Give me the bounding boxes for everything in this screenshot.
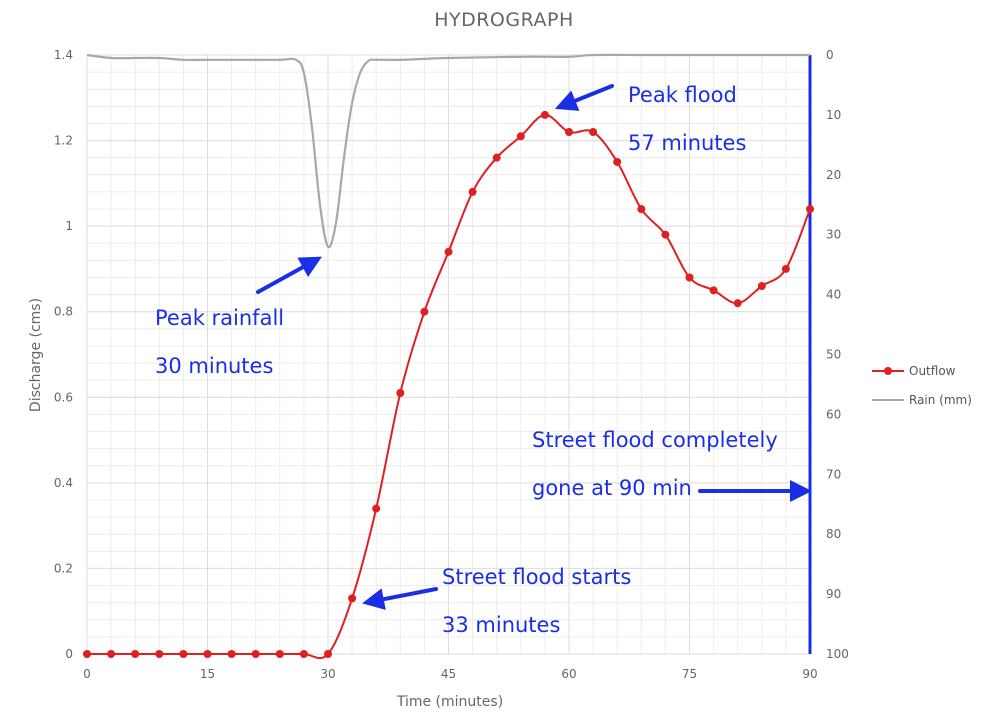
annotation-text: gone at 90 min [532, 476, 692, 500]
y2-tick-label: 40 [826, 288, 841, 302]
annotation-text: Street flood completely [532, 428, 778, 452]
outflow-point [251, 650, 260, 658]
y2-tick-label: 100 [826, 647, 849, 661]
outflow-point [516, 132, 525, 141]
y2-tick-label: 10 [826, 108, 841, 122]
y-tick-label: 1.2 [54, 134, 73, 148]
y2-tick-label: 90 [826, 587, 841, 601]
y2-tick-label: 0 [826, 48, 834, 62]
outflow-point [444, 247, 453, 256]
outflow-point [203, 650, 212, 658]
y-axis-title: Discharge (cms) [28, 298, 44, 412]
y-tick-label: 0.8 [54, 305, 73, 319]
outflow-point [468, 187, 477, 196]
outflow-point [806, 205, 814, 214]
outflow-point [299, 650, 308, 658]
peak-rainfall-arrow-head [297, 256, 322, 277]
y2-tick-label: 30 [826, 228, 841, 242]
x-tick-label: 45 [441, 667, 456, 681]
outflow-point [107, 650, 116, 658]
annotation-text: 30 minutes [155, 354, 273, 378]
y-tick-label: 1.4 [54, 48, 73, 62]
outflow-point [227, 650, 236, 658]
outflow-point [637, 205, 646, 214]
annotation-text: Peak rainfall [155, 306, 284, 330]
flood-gone-arrow-head [790, 480, 812, 502]
outflow-point [613, 157, 622, 166]
x-tick-label: 15 [200, 667, 215, 681]
outflow-point [565, 128, 573, 137]
outflow-point [540, 110, 549, 119]
outflow-point [492, 153, 501, 162]
outflow-point [83, 650, 91, 658]
y-tick-label: 0.4 [54, 476, 73, 490]
x-axis-title: Time (minutes) [396, 694, 503, 710]
outflow-point [324, 650, 332, 658]
outflow-point [179, 650, 188, 658]
peak-rainfall-arrow-shaft [256, 265, 305, 294]
gridlines [86, 54, 811, 655]
outflow-point [396, 389, 405, 398]
legend-label-rain-mm: Rain (mm) [909, 393, 972, 407]
outflow-point [757, 282, 766, 291]
outflow-point [661, 230, 670, 239]
x-tick-label: 90 [802, 667, 817, 681]
y-tick-label: 0 [65, 647, 73, 661]
x-tick-label: 30 [320, 667, 335, 681]
y2-tick-label: 70 [826, 467, 841, 481]
annotation-text: 57 minutes [628, 131, 746, 155]
outflow-point [372, 504, 381, 513]
annotations: Peak flood 57 minutes Peak rainfall 30 minu… [155, 83, 812, 637]
outflow-point [709, 286, 718, 295]
rain-mm-line [86, 53, 810, 249]
y-tick-label: 0.6 [54, 390, 73, 404]
legend-marker-outflow [884, 367, 892, 375]
x-tick-label: 60 [561, 667, 576, 681]
axes: 0 15 30 45 60 75 90 0 0.2 0.4 0.6 0.8 1 1.2 1.4 0 10 20 30… [54, 48, 849, 681]
outflow-point [131, 650, 140, 658]
y2-tick-label: 60 [826, 407, 841, 421]
y-tick-label: 0.2 [54, 561, 73, 575]
flood-starts-arrow-head [362, 588, 386, 610]
y2-tick-label: 20 [826, 168, 841, 182]
outflow-point [733, 299, 742, 308]
outflow-point [781, 264, 790, 273]
y2-tick-label: 50 [826, 348, 841, 362]
outflow-point [348, 594, 357, 603]
outflow-point [275, 650, 284, 658]
outflow-point [685, 273, 694, 282]
outflow-point [155, 650, 164, 658]
annotation-text: Peak flood [628, 83, 737, 107]
y-tick-label: 1 [65, 219, 73, 233]
x-tick-label: 0 [83, 667, 91, 681]
peak-flood-arrow-shaft [573, 84, 614, 103]
x-tick-label: 75 [682, 667, 697, 681]
legend-label-outflow: Outflow [909, 364, 956, 378]
peak-flood-arrow-head [554, 90, 580, 111]
chart-title: HYDROGRAPH [434, 9, 574, 31]
flood-starts-arrow-shaft [381, 587, 438, 602]
outflow-point [420, 307, 429, 316]
outflow-point [589, 128, 598, 137]
annotation-text: Street flood starts [442, 565, 631, 589]
legend[interactable]: Outflow Rain (mm) [872, 364, 972, 407]
y2-tick-label: 80 [826, 527, 841, 541]
annotation-text: 33 minutes [442, 613, 560, 637]
series [83, 53, 814, 660]
